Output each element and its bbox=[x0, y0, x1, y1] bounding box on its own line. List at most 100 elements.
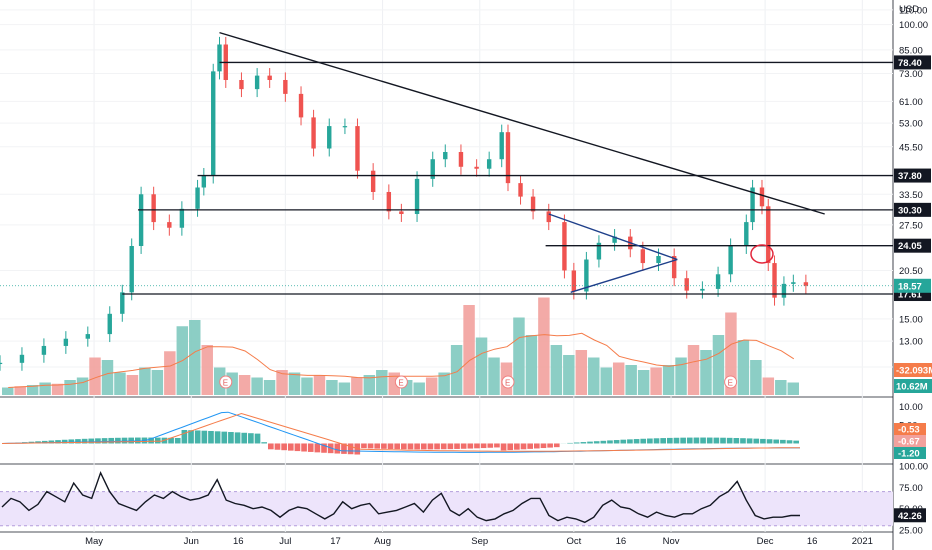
macd-histogram-bar bbox=[281, 443, 287, 451]
macd-histogram-bar bbox=[706, 437, 713, 444]
level-badge bbox=[894, 202, 931, 217]
macd-histogram-bar bbox=[507, 443, 514, 451]
macd-badge-label: -1.20 bbox=[898, 449, 920, 460]
macd-histogram-bar bbox=[487, 443, 494, 448]
macd-histogram-bar bbox=[115, 437, 121, 444]
macd-histogram-bar bbox=[460, 443, 467, 449]
macd-histogram-bar bbox=[447, 443, 454, 450]
volume-bar bbox=[313, 375, 326, 395]
macd-histogram-bar bbox=[667, 437, 673, 444]
trendline bbox=[219, 31, 825, 215]
volume-bar bbox=[301, 377, 313, 395]
macd-histogram-bar bbox=[68, 439, 75, 444]
macd-histogram-bar bbox=[480, 443, 487, 449]
price-axis[interactable]: 110.00 100.00 85.00 73.00 61.00 53.00 45.50 33.… bbox=[894, 4, 932, 537]
macd-histogram-bar bbox=[294, 443, 301, 452]
volume-bar bbox=[126, 375, 139, 395]
macd-histogram-bar bbox=[88, 438, 95, 444]
macd-badge bbox=[894, 423, 926, 435]
candle-body bbox=[298, 93, 304, 118]
rsi-tick-label: 75.00 bbox=[899, 483, 923, 494]
macd-histogram-bar bbox=[287, 443, 294, 451]
volume-bar bbox=[151, 370, 164, 395]
volume-bar bbox=[326, 380, 338, 395]
candle-body bbox=[596, 242, 602, 260]
macd-badge-label: -0.53 bbox=[898, 425, 920, 436]
volume-bar bbox=[201, 345, 213, 395]
level-badge-label: 78.40 bbox=[898, 58, 922, 69]
candle-body bbox=[430, 159, 435, 179]
macd-histogram-bar bbox=[527, 443, 533, 449]
candle-body bbox=[684, 278, 689, 291]
time-axis[interactable]: May Jun 16 Jul 17 Aug Sep Oct 16 Nov Dec 16 2021 bbox=[85, 536, 873, 547]
macd-histogram-bar bbox=[361, 443, 367, 449]
candle-body bbox=[772, 263, 777, 298]
current-price-badge bbox=[894, 278, 931, 293]
macd-histogram-bar bbox=[407, 443, 414, 450]
macd-histogram-bar bbox=[168, 437, 174, 444]
macd-histogram-bar bbox=[760, 438, 766, 444]
price-tick-label: 45.50 bbox=[899, 142, 923, 153]
volume-bar bbox=[425, 377, 438, 395]
time-tick-label: Aug bbox=[374, 536, 391, 547]
macd-badge-label: -0.67 bbox=[898, 437, 920, 448]
candle-body bbox=[671, 256, 677, 279]
candle-body bbox=[85, 334, 90, 339]
earnings-marker-letter: E bbox=[398, 379, 403, 388]
volume-bar bbox=[114, 372, 126, 395]
time-tick-label: May bbox=[85, 536, 103, 547]
volume-bar bbox=[276, 370, 288, 395]
candle-body bbox=[167, 222, 172, 228]
macd-histogram-bar bbox=[321, 443, 327, 453]
macd-histogram-bar bbox=[547, 443, 553, 448]
volume-badge-label: 10.62M bbox=[896, 382, 928, 393]
volume-bar bbox=[600, 367, 612, 395]
time-tick-label: 17 bbox=[330, 536, 341, 547]
volume-bar bbox=[238, 375, 251, 395]
macd-histogram-bar bbox=[627, 439, 633, 444]
volume-bar bbox=[338, 382, 351, 395]
volume-bar bbox=[263, 380, 276, 395]
volume-bar bbox=[637, 370, 650, 395]
price-tick-label: 85.00 bbox=[899, 45, 923, 56]
macd-histogram-bar bbox=[268, 443, 274, 450]
level-badge bbox=[894, 168, 931, 183]
candle-body bbox=[700, 288, 705, 291]
macd-histogram-bar bbox=[607, 440, 613, 444]
candle-body bbox=[41, 345, 47, 355]
candle-body bbox=[640, 249, 646, 264]
time-tick-label: 16 bbox=[616, 536, 627, 547]
level-badge bbox=[894, 238, 931, 253]
time-tick-label: Jul bbox=[279, 536, 291, 547]
candle-body bbox=[458, 152, 464, 167]
macd-histogram-bar bbox=[600, 440, 607, 444]
earnings-marker bbox=[219, 375, 233, 389]
macd-histogram-bar bbox=[75, 439, 81, 444]
macd-histogram-bar bbox=[154, 437, 161, 444]
macd-histogram-bar bbox=[48, 440, 55, 444]
volume-badge bbox=[894, 379, 932, 393]
macd-histogram-bar bbox=[228, 432, 234, 444]
macd-histogram-bar bbox=[540, 443, 547, 449]
candle-body bbox=[311, 117, 316, 149]
volume-bar bbox=[89, 357, 101, 395]
macd-histogram-bar bbox=[95, 438, 101, 444]
macd-histogram-bar bbox=[520, 443, 527, 450]
macd-histogram-bar bbox=[440, 443, 447, 450]
volume-badge-label: -32.093M bbox=[896, 366, 932, 377]
volume-bar bbox=[750, 360, 762, 395]
volume-bar bbox=[737, 340, 750, 395]
volume-bar bbox=[376, 370, 388, 395]
rsi-line bbox=[1, 470, 800, 524]
candle-body bbox=[656, 256, 661, 264]
macd-histogram-bar bbox=[686, 437, 693, 444]
macd-histogram-bar bbox=[61, 439, 68, 444]
candle-body bbox=[518, 183, 523, 197]
macd-histogram-bar bbox=[573, 442, 580, 444]
macd-histogram-bar bbox=[534, 443, 540, 449]
volume-bar bbox=[787, 382, 799, 395]
volume-bar bbox=[488, 357, 500, 395]
macd-tick-label: 10.00 bbox=[899, 402, 923, 413]
macd-histogram-bar bbox=[680, 437, 686, 444]
